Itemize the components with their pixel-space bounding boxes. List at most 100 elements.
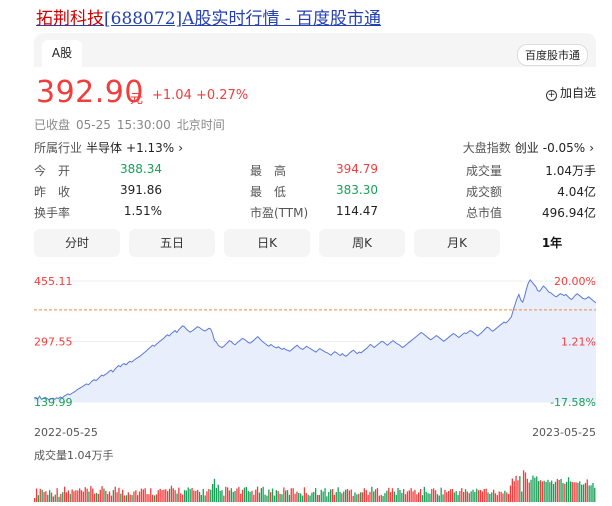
- add-watchlist-button[interactable]: + 加自选: [545, 84, 596, 101]
- volume-bar: [361, 492, 364, 502]
- price-chart[interactable]: 455.11 297.55 139.99 20.00% 1.21% -17.58% 2022…: [34, 273, 596, 505]
- stat-item: 市盈(TTM) 114.47: [250, 204, 378, 224]
- volume-bar: [212, 484, 214, 502]
- volume-bar: [86, 488, 88, 502]
- volume-bar: [418, 492, 420, 502]
- period-tab[interactable]: 月K: [414, 229, 500, 257]
- volume-bar: [463, 492, 465, 502]
- stat-label: 昨 收: [34, 185, 71, 199]
- volume-bar: [245, 486, 248, 502]
- volume-bar: [350, 489, 352, 502]
- volume-bar: [234, 491, 236, 502]
- current-price: 392.90: [36, 75, 144, 110]
- volume-bar: [318, 494, 321, 502]
- volume-bar: [47, 494, 49, 502]
- volume-bar: [249, 491, 251, 502]
- volume-bar: [58, 496, 60, 502]
- volume-bar: [271, 488, 274, 502]
- volume-bar: [586, 479, 588, 502]
- volume-bar: [416, 494, 418, 502]
- volume-bar: [511, 478, 514, 502]
- change-percent: +0.27%: [195, 88, 249, 103]
- volume-bar: [84, 487, 86, 502]
- volume-bar: [414, 489, 416, 502]
- y-tick-label-pct: -17.58%: [550, 396, 596, 409]
- volume-bar: [202, 488, 204, 502]
- volume-bar: [320, 489, 322, 502]
- tab-a-share[interactable]: A股: [42, 40, 82, 67]
- volume-bar: [34, 498, 36, 502]
- volume-bar: [114, 486, 116, 502]
- volume-bar: [219, 491, 221, 502]
- period-tab[interactable]: 周K: [319, 229, 405, 257]
- period-tab[interactable]: 五日: [129, 229, 215, 257]
- volume-bar: [39, 488, 41, 502]
- volume-bar: [391, 488, 394, 502]
- volume-bar: [62, 492, 64, 502]
- volume-bar: [180, 493, 182, 502]
- volume-bar: [562, 483, 564, 502]
- volume-bar: [110, 495, 113, 502]
- stat-label: 成交额: [466, 185, 503, 199]
- volume-bar: [444, 489, 446, 502]
- volume-bar: [461, 488, 463, 502]
- volume-bar: [382, 496, 384, 502]
- volume-bar: [386, 490, 388, 502]
- volume-bar: [528, 482, 530, 502]
- industry-link[interactable]: 所属行业 半导体 +1.13% ›: [34, 139, 183, 156]
- volume-bar: [93, 493, 96, 502]
- volume-bar: [560, 478, 562, 502]
- market-index-link[interactable]: 大盘指数 创业 -0.05% ›: [463, 139, 594, 156]
- volume-bar: [335, 492, 337, 502]
- period-tab[interactable]: 日K: [224, 229, 310, 257]
- volume-bar: [352, 496, 354, 502]
- volume-bar: [80, 490, 83, 502]
- title-rest[interactable]: A股实时行情 - 百度股市通: [182, 9, 382, 29]
- stat-value: 496.94亿: [542, 206, 596, 220]
- volume-bar: [90, 486, 92, 502]
- period-tab[interactable]: 分时: [34, 229, 120, 257]
- volume-bar: [266, 495, 268, 502]
- volume-bar: [371, 486, 373, 502]
- volume-bar: [215, 487, 218, 502]
- chevron-right-icon: ›: [589, 141, 594, 155]
- volume-bar: [326, 496, 328, 502]
- volume-bar: [412, 491, 414, 502]
- volume-bar: [82, 491, 85, 502]
- volume-bar: [421, 495, 424, 502]
- volume-bar: [367, 494, 369, 502]
- volume-bar: [513, 481, 515, 502]
- volume-bar: [389, 492, 392, 502]
- brand-badge[interactable]: 百度股市通: [517, 44, 588, 66]
- index-label: 大盘指数: [462, 141, 511, 155]
- plus-circle-icon: +: [545, 90, 557, 101]
- stat-item: 最 高 394.79: [250, 162, 378, 182]
- industry-name: 半导体: [86, 141, 123, 155]
- volume-bar: [56, 488, 58, 502]
- volume-bar: [343, 491, 345, 502]
- volume-bar: [193, 490, 195, 502]
- volume-bar: [487, 492, 489, 502]
- volume-bar: [348, 490, 351, 502]
- volume-bar: [137, 495, 139, 502]
- volume-bar: [157, 490, 159, 502]
- stock-code[interactable]: [688072]: [104, 9, 183, 29]
- volume-bar: [429, 493, 431, 502]
- stock-name[interactable]: 拓荆科技: [36, 9, 104, 29]
- volume-bar: [256, 486, 259, 502]
- volume-bar: [152, 494, 154, 502]
- volume-bar: [356, 494, 358, 502]
- stat-label: 今 开: [34, 164, 71, 178]
- volume-bar: [322, 491, 324, 502]
- volume-bar: [573, 482, 575, 502]
- volume-bar: [200, 495, 203, 502]
- volume-bar: [313, 491, 315, 502]
- volume-bar: [268, 489, 270, 502]
- period-tab[interactable]: 1年: [509, 229, 595, 257]
- period-tabs: 分时 五日 日K 周K 月K 1年: [34, 229, 596, 257]
- volume-bar: [536, 476, 538, 502]
- page-title-link[interactable]: 拓荆科技[688072]A股实时行情 - 百度股市通: [36, 4, 381, 29]
- volume-bar: [423, 486, 426, 502]
- volume-bar: [247, 491, 249, 502]
- volume-bar: [474, 492, 476, 502]
